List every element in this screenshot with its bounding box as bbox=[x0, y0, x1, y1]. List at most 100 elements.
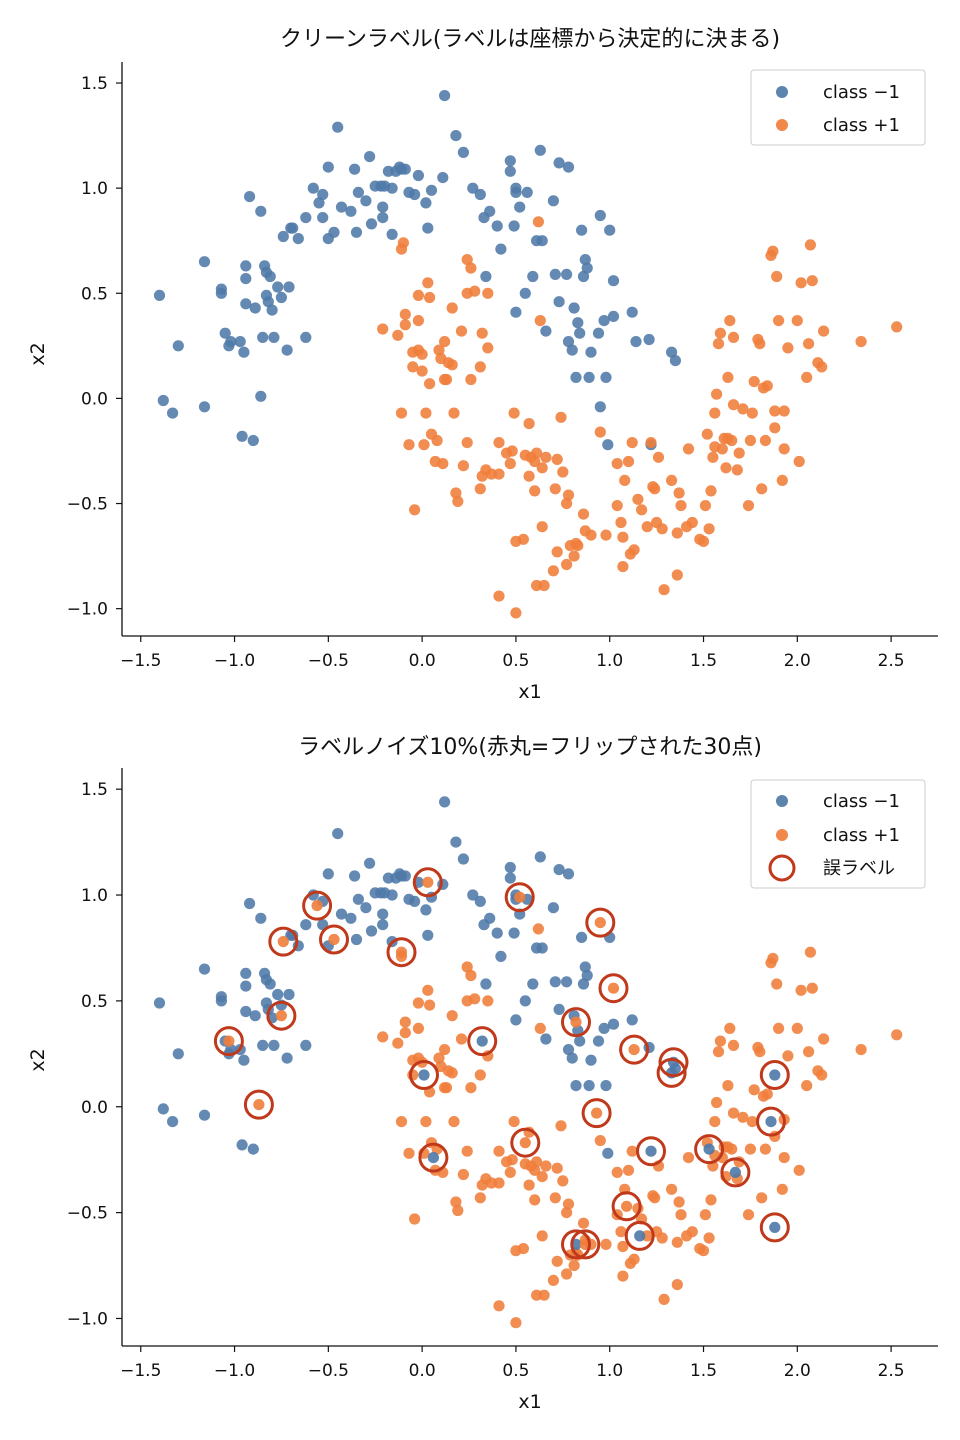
y-tick-label: −0.5 bbox=[67, 495, 108, 515]
data-point bbox=[711, 388, 723, 400]
data-point bbox=[527, 978, 539, 990]
data-point bbox=[529, 455, 541, 468]
flipped-point bbox=[594, 917, 606, 929]
data-point bbox=[577, 508, 590, 520]
data-point bbox=[585, 1054, 597, 1066]
flipped-point bbox=[729, 1166, 742, 1178]
data-point bbox=[771, 270, 783, 283]
legend-marker-mislabel bbox=[768, 854, 796, 882]
data-point bbox=[240, 967, 252, 980]
data-point bbox=[240, 260, 252, 272]
data-point bbox=[628, 544, 640, 556]
data-point bbox=[446, 302, 458, 314]
data-point bbox=[437, 172, 449, 184]
data-point bbox=[767, 952, 779, 965]
data-point bbox=[622, 1164, 635, 1176]
data-point bbox=[675, 500, 687, 512]
mislabel-ring bbox=[266, 1000, 297, 1031]
data-point bbox=[412, 315, 424, 327]
mislabel-ring bbox=[658, 1047, 689, 1078]
x-tick-label: −0.5 bbox=[308, 1361, 349, 1381]
data-point bbox=[568, 550, 580, 562]
data-point bbox=[636, 504, 648, 516]
data-point bbox=[409, 895, 421, 908]
data-point bbox=[724, 315, 736, 327]
data-point bbox=[756, 483, 768, 495]
data-point bbox=[855, 1044, 867, 1056]
data-point bbox=[474, 188, 486, 201]
x-tick-label: 0.0 bbox=[409, 1361, 436, 1381]
data-point bbox=[602, 1147, 614, 1159]
data-point bbox=[540, 325, 552, 337]
data-point bbox=[759, 434, 772, 447]
data-point bbox=[433, 1052, 445, 1064]
data-point bbox=[335, 908, 348, 920]
data-point bbox=[583, 1080, 595, 1092]
data-point bbox=[793, 455, 805, 468]
data-point bbox=[350, 226, 363, 238]
data-point bbox=[626, 306, 638, 318]
data-point bbox=[658, 584, 670, 596]
data-point bbox=[746, 407, 758, 419]
data-point bbox=[403, 1147, 415, 1159]
mislabel-ring bbox=[510, 1127, 541, 1158]
data-point bbox=[709, 407, 721, 419]
data-point bbox=[439, 336, 451, 348]
data-point bbox=[493, 1300, 505, 1312]
data-point bbox=[666, 474, 678, 486]
data-point bbox=[562, 1198, 575, 1210]
data-point bbox=[527, 270, 539, 283]
mislabel-ring bbox=[213, 1026, 244, 1057]
x-tick-label: 2.5 bbox=[878, 651, 905, 671]
data-point bbox=[682, 443, 695, 455]
legend-label-class-neg: class −1 bbox=[823, 791, 900, 812]
flipped-point bbox=[476, 1035, 488, 1047]
data-point bbox=[409, 188, 421, 201]
data-point bbox=[561, 497, 573, 510]
data-point bbox=[482, 995, 494, 1007]
data-point bbox=[249, 302, 261, 314]
data-point bbox=[574, 1035, 586, 1047]
data-point bbox=[399, 870, 411, 882]
data-point bbox=[422, 929, 434, 941]
data-point bbox=[855, 336, 867, 348]
data-point bbox=[420, 197, 432, 209]
flipped-point bbox=[570, 1016, 582, 1028]
data-point bbox=[153, 997, 166, 1009]
data-point bbox=[307, 182, 319, 194]
data-point bbox=[607, 275, 620, 287]
y-tick-label: 0.5 bbox=[81, 284, 108, 304]
x-tick-label: 1.5 bbox=[690, 1361, 717, 1381]
data-point bbox=[198, 401, 211, 413]
data-point bbox=[549, 1192, 561, 1204]
data-point bbox=[403, 439, 415, 451]
data-point bbox=[272, 988, 284, 1001]
data-point bbox=[547, 195, 560, 207]
data-point bbox=[682, 1152, 695, 1164]
data-point bbox=[666, 346, 678, 358]
data-point bbox=[649, 1192, 661, 1204]
data-point bbox=[418, 439, 430, 451]
data-point bbox=[628, 1253, 640, 1265]
data-point bbox=[562, 868, 575, 880]
data-point bbox=[536, 1230, 548, 1242]
data-point bbox=[555, 411, 567, 423]
mislabel-ring bbox=[598, 973, 629, 1004]
data-point bbox=[461, 254, 473, 266]
data-point bbox=[727, 331, 740, 343]
data-point bbox=[626, 1145, 638, 1157]
x-tick-label: 1.0 bbox=[596, 1361, 623, 1381]
data-point bbox=[395, 407, 408, 419]
data-point bbox=[671, 1279, 683, 1291]
data-point bbox=[409, 504, 421, 516]
legend-label-class-pos: class +1 bbox=[823, 825, 900, 846]
flipped-point bbox=[765, 1116, 777, 1128]
data-point bbox=[268, 331, 280, 343]
data-point bbox=[409, 1213, 421, 1225]
data-point bbox=[386, 182, 398, 194]
data-point bbox=[577, 978, 590, 990]
data-point bbox=[474, 1192, 486, 1204]
data-point bbox=[238, 346, 250, 358]
data-point bbox=[720, 462, 732, 474]
data-point bbox=[643, 333, 655, 346]
